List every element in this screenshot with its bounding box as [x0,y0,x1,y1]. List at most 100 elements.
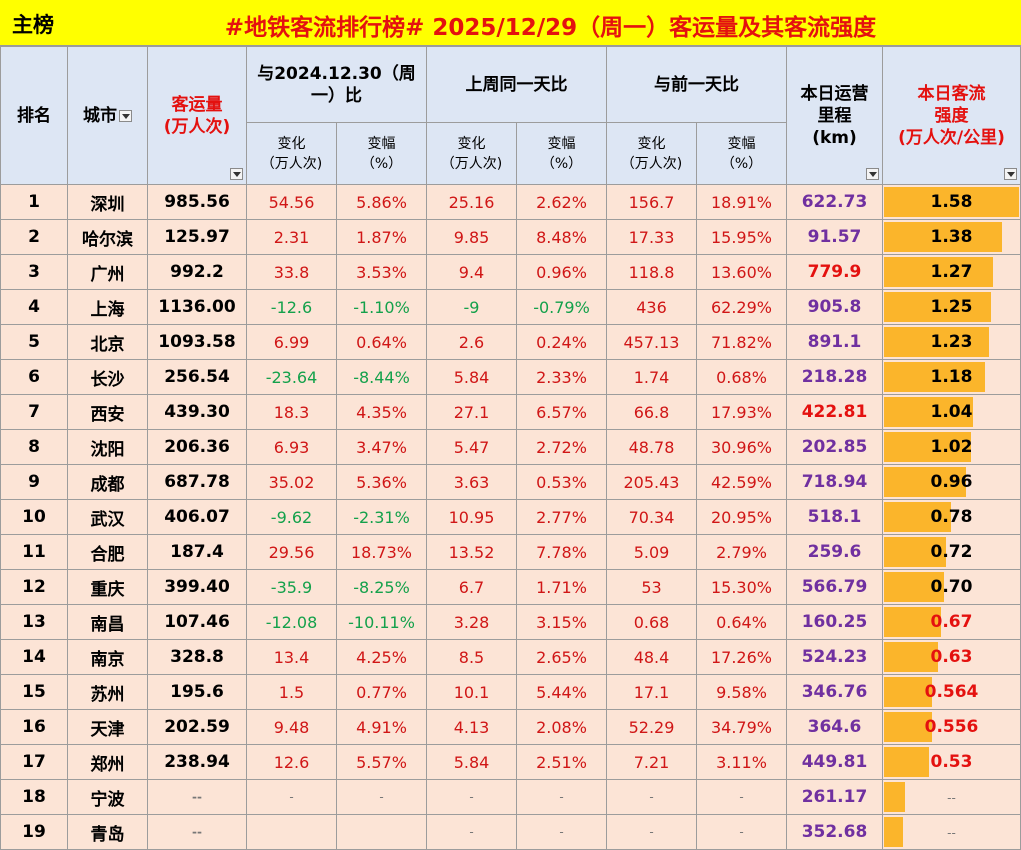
city-cell: 南昌 [67,604,148,640]
yoy-pct-cell: 4.91% [336,709,427,745]
wow-change-cell: 5.84 [426,744,517,780]
city-filter-dropdown-icon[interactable] [119,109,132,122]
density-data-bar [884,607,941,637]
yoy-change-cell: -12.6 [246,289,337,325]
volume-cell: 206.36 [147,429,247,465]
density-cell: 0.556 [882,709,1021,745]
rank-cell: 12 [0,569,68,605]
dod-change-cell: 48.4 [606,639,697,675]
density-value: 0.63 [930,647,973,667]
wow-change-cell: 4.13 [426,709,517,745]
density-cell: 1.25 [882,289,1021,325]
density-data-bar [884,817,903,847]
dod-change-cell: 52.29 [606,709,697,745]
yoy-change-cell: - [246,779,337,815]
sheet-tag: 主榜 [12,13,54,37]
dod-change-cell: - [606,779,697,815]
city-cell: 宁波 [67,779,148,815]
wow-pct-cell: 2.62% [516,184,607,220]
yoy-pct-cell: 4.25% [336,639,427,675]
city-cell: 合肥 [67,534,148,570]
dod-pct-cell: 15.95% [696,219,787,255]
rank-cell: 6 [0,359,68,395]
volume-filter-dropdown-icon[interactable] [230,168,243,180]
header-dod-group: 与前一天比 [606,46,787,123]
rank-cell: 9 [0,464,68,500]
dod-pct-cell: 2.79% [696,534,787,570]
density-cell: 0.78 [882,499,1021,535]
density-filter-dropdown-icon[interactable] [1004,168,1017,180]
table-row: 19 青岛 -- - - - -352.68 -- [0,814,1021,850]
yoy-pct-cell: 18.73% [336,534,427,570]
density-cell: -- [882,779,1021,815]
wow-pct-cell: 7.78% [516,534,607,570]
length-filter-dropdown-icon[interactable] [866,168,879,180]
table-row: 17 郑州 238.94 12.6 5.57% 5.84 2.51% 7.21 3.11% 449… [0,744,1021,780]
density-data-bar [884,362,985,392]
yoy-pct-cell: 0.77% [336,674,427,710]
density-data-bar [884,467,966,497]
sheet-title: #地铁客流排行榜# 2025/12/29（周一）客运量及其客流强度 [224,15,877,41]
header-wow-pct: 变幅 （%） [516,122,607,185]
yoy-pct-cell: 1.87% [336,219,427,255]
city-cell: 郑州 [67,744,148,780]
length-cell: 364.6 [786,709,883,745]
header-yoy-pct: 变幅 （%） [336,122,427,185]
density-cell: 1.38 [882,219,1021,255]
dod-change-cell: 7.21 [606,744,697,780]
density-data-bar [884,432,971,462]
density-data-bar [884,642,938,672]
density-data-bar [884,537,946,567]
volume-cell: 406.07 [147,499,247,535]
rank-cell: 1 [0,184,68,220]
table-row: 11 合肥 187.4 29.56 18.73% 13.52 7.78% 5.09 2.79% 2… [0,534,1021,570]
wow-change-cell: 2.6 [426,324,517,360]
density-data-bar [884,572,944,602]
yoy-pct-cell: -10.11% [336,604,427,640]
volume-cell: 107.46 [147,604,247,640]
wow-pct-cell: 2.65% [516,639,607,675]
wow-pct-cell: 2.72% [516,429,607,465]
wow-change-cell: 25.16 [426,184,517,220]
yoy-change-cell: -12.08 [246,604,337,640]
density-cell: 1.02 [882,429,1021,465]
density-data-bar [884,187,1019,217]
volume-cell: 1136.00 [147,289,247,325]
dod-pct-cell: 30.96% [696,429,787,465]
dod-pct-cell: - [696,779,787,815]
wow-change-cell: 3.63 [426,464,517,500]
city-cell: 青岛 [67,814,148,850]
density-data-bar [884,292,991,322]
wow-pct-cell: - [516,814,607,850]
wow-change-cell: -9 [426,289,517,325]
wow-change-cell: 6.7 [426,569,517,605]
table-row: 14 南京 328.8 13.4 4.25% 8.5 2.65% 48.4 17.26% 524.… [0,639,1021,675]
density-value: 0.72 [930,542,973,562]
rank-cell: 4 [0,289,68,325]
volume-cell: 687.78 [147,464,247,500]
header-city: 城市 [67,46,148,185]
density-value: 0.96 [930,472,973,492]
density-value: 0.53 [930,752,973,772]
dod-pct-cell: 34.79% [696,709,787,745]
density-value: 1.02 [930,437,973,457]
table-row: 16 天津 202.59 9.48 4.91% 4.13 2.08% 52.29 34.79% 3… [0,709,1021,745]
wow-change-cell: 9.85 [426,219,517,255]
wow-change-cell: 10.95 [426,499,517,535]
wow-pct-cell: 2.51% [516,744,607,780]
wow-change-cell: 5.47 [426,429,517,465]
rank-cell: 10 [0,499,68,535]
volume-cell: 992.2 [147,254,247,290]
rank-cell: 8 [0,429,68,465]
city-cell: 西安 [67,394,148,430]
yoy-change-cell: -9.62 [246,499,337,535]
yoy-pct-cell: 3.47% [336,429,427,465]
yoy-change-cell [246,814,337,850]
density-data-bar [884,327,989,357]
wow-change-cell: 5.84 [426,359,517,395]
yoy-change-cell: 1.5 [246,674,337,710]
density-cell: 1.23 [882,324,1021,360]
table-row: 4 上海 1136.00 -12.6 -1.10% -9 -0.79% 436 62.29% 90… [0,289,1021,325]
density-data-bar [884,747,929,777]
wow-change-cell: 27.1 [426,394,517,430]
